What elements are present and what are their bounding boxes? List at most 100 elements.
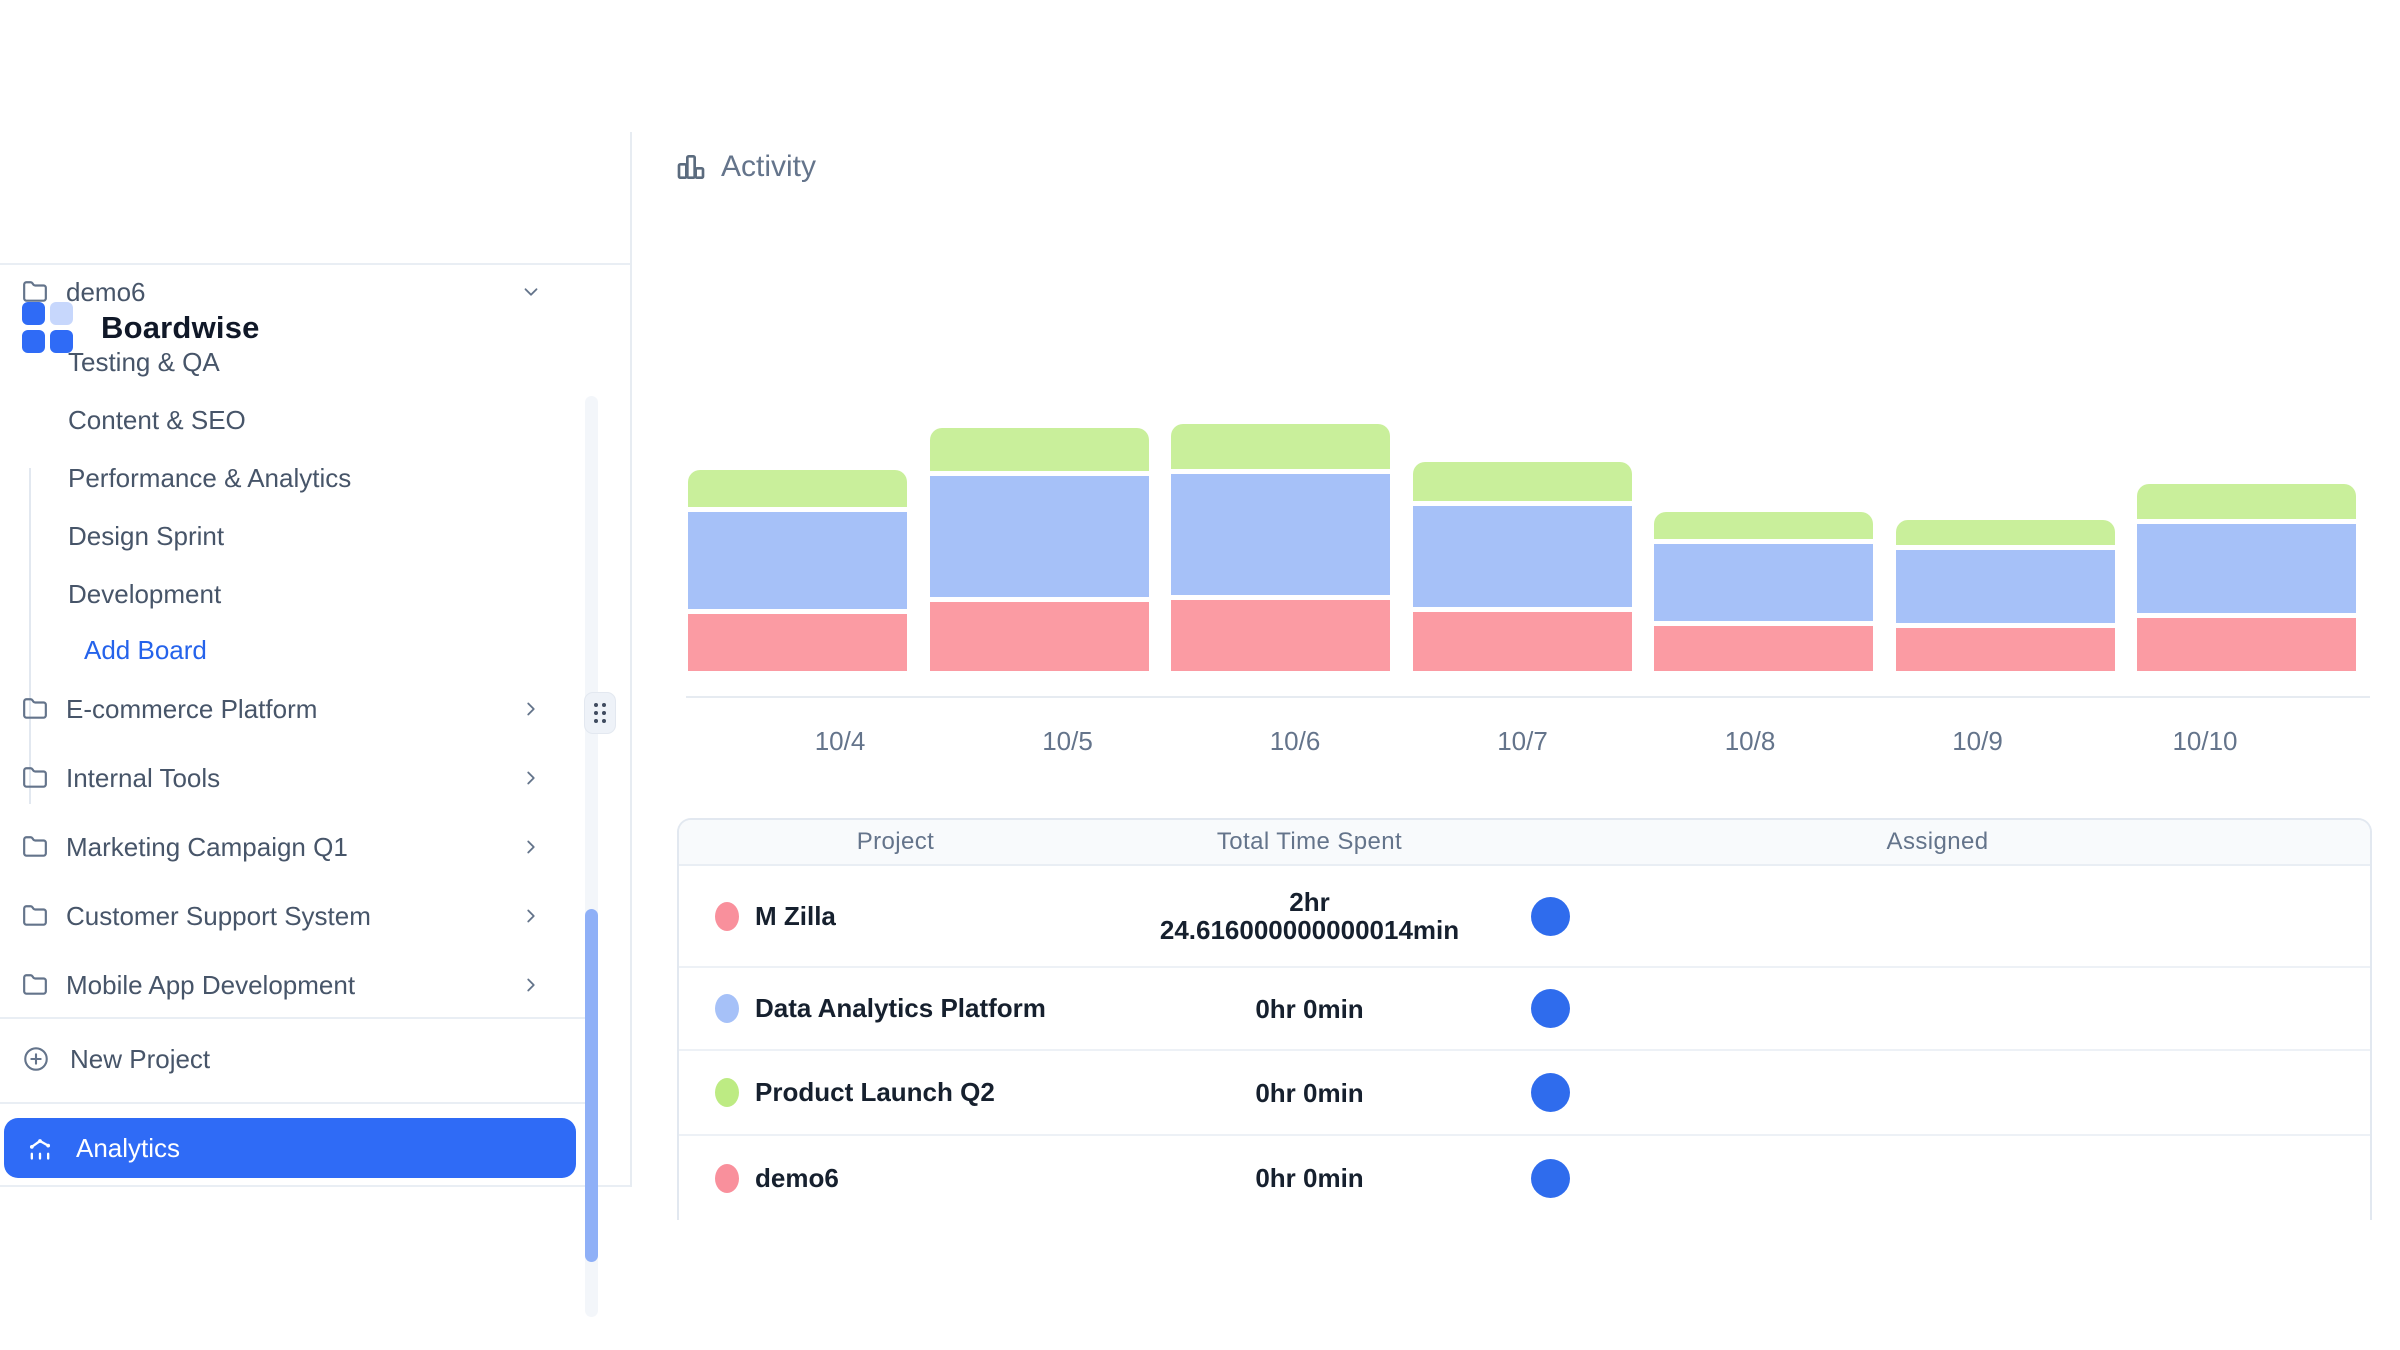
project-name: demo6 — [755, 1162, 839, 1193]
analytics-button[interactable]: Analytics — [4, 1118, 576, 1178]
project-cell: Data Analytics Platform — [679, 968, 1112, 1049]
chevron-right-icon[interactable] — [520, 974, 542, 996]
project-color-dot — [715, 994, 739, 1023]
project-name: Product Launch Q2 — [755, 1077, 995, 1107]
x-axis-tick-label: 10/4 — [814, 726, 866, 756]
bar-segment-data-analytics-platform[interactable] — [2137, 524, 2356, 613]
chevron-right-icon[interactable] — [520, 698, 542, 720]
sidebar-board-item[interactable]: Content & SEO — [68, 404, 246, 435]
assignee-avatar[interactable] — [1531, 896, 1570, 936]
project-color-dot — [715, 1163, 739, 1193]
bar-segment-data-analytics-platform[interactable] — [1412, 506, 1632, 607]
sidebar-board-item[interactable]: Performance & Analytics — [68, 462, 352, 493]
bar-segment-product-launch-q2[interactable] — [1654, 512, 1873, 539]
bar-segment-product-launch-q2[interactable] — [1171, 424, 1390, 469]
bar-segment-m-zilla[interactable] — [2137, 618, 2356, 671]
logo-square — [50, 302, 73, 325]
sidebar-project-item[interactable]: Customer Support System — [0, 888, 560, 944]
table-row: Data Analytics Platform 0hr 0min — [679, 968, 2370, 1051]
assignee-avatar[interactable] — [1531, 989, 1570, 1028]
bar-segment-data-analytics-platform[interactable] — [1895, 550, 2115, 623]
assigned-cell — [1507, 866, 2368, 966]
new-project-label: New Project — [70, 1043, 211, 1074]
new-project-button[interactable]: New Project — [0, 1031, 560, 1087]
app-title: Boardwise — [101, 309, 260, 345]
sidebar-resize-grip-icon[interactable] — [584, 692, 616, 734]
bar-segment-m-zilla[interactable] — [1654, 626, 1873, 671]
project-cell: M Zilla — [679, 866, 1112, 966]
folder-icon — [23, 698, 47, 719]
bar-segment-m-zilla[interactable] — [929, 602, 1149, 671]
analytics-label: Analytics — [76, 1132, 181, 1163]
column-header-project: Project — [856, 828, 935, 855]
activity-stacked-bar-chart: 10/4 10/5 10/6 10/7 10/8 10/9 10/10 — [686, 424, 2370, 756]
chevron-right-icon[interactable] — [520, 836, 542, 858]
chevron-right-icon[interactable] — [520, 905, 542, 927]
sidebar-board-item[interactable]: Testing & QA — [68, 346, 220, 377]
bar-segment-product-launch-q2[interactable] — [1412, 462, 1632, 501]
sidebar-project-label: Mobile App Development — [66, 969, 356, 1000]
sidebar-project-label: E-commerce Platform — [66, 693, 318, 724]
add-board-link[interactable]: Add Board — [84, 634, 207, 665]
table-header-row: Project Total Time Spent Assigned — [679, 820, 2370, 866]
project-name: M Zilla — [755, 900, 836, 931]
bar-segment-product-launch-q2[interactable] — [2137, 484, 2356, 519]
activity-header: Activity — [675, 150, 816, 184]
project-color-dot — [715, 901, 739, 931]
sidebar-project-label: Customer Support System — [66, 900, 371, 931]
table-row: Product Launch Q2 0hr 0min — [679, 1051, 2370, 1136]
bar-segment-product-launch-q2[interactable] — [929, 428, 1149, 471]
x-axis-tick-label: 10/8 — [1724, 726, 1776, 756]
sidebar-board-item[interactable]: Design Sprint — [68, 520, 225, 551]
logo-square — [50, 330, 73, 353]
bar-segment-m-zilla[interactable] — [1895, 628, 2115, 671]
x-axis-line — [686, 696, 2370, 698]
sidebar-project-label: Internal Tools — [66, 762, 221, 793]
page-title: Activity — [721, 150, 817, 183]
sidebar-project-demo6[interactable]: demo6 — [0, 264, 560, 320]
analytics-chart-icon — [29, 1139, 51, 1160]
project-cell: Product Launch Q2 — [679, 1051, 1112, 1134]
assignee-avatar[interactable] — [1531, 1158, 1570, 1198]
folder-icon — [23, 767, 47, 788]
sidebar-scrollbar-thumb[interactable] — [585, 909, 598, 1262]
bar-segment-m-zilla[interactable] — [1412, 612, 1632, 671]
brand: Boardwise — [22, 302, 260, 353]
sidebar-board-item[interactable]: Development — [68, 578, 222, 609]
x-axis-tick-label: 10/6 — [1269, 726, 1321, 756]
plus-circle-icon — [24, 1047, 48, 1071]
bar-segment-m-zilla[interactable] — [688, 614, 907, 671]
sidebar-project-label: Marketing Campaign Q1 — [66, 831, 348, 862]
bar-segment-data-analytics-platform[interactable] — [1171, 474, 1390, 595]
folder-icon — [23, 836, 47, 857]
bar-segment-m-zilla[interactable] — [1171, 600, 1390, 671]
bar-segment-product-launch-q2[interactable] — [688, 470, 907, 507]
bar-segment-data-analytics-platform[interactable] — [929, 476, 1149, 597]
sidebar-project-label: demo6 — [66, 276, 146, 307]
folder-icon — [23, 905, 47, 926]
bar-segment-data-analytics-platform[interactable] — [1654, 544, 1873, 621]
divider — [0, 1185, 630, 1187]
bar-segment-product-launch-q2[interactable] — [1895, 520, 2115, 545]
chevron-down-icon[interactable] — [520, 281, 542, 303]
divider — [0, 263, 630, 265]
assignee-avatar[interactable] — [1531, 1073, 1570, 1112]
table-row: demo6 0hr 0min — [679, 1136, 2370, 1220]
sidebar-project-item[interactable]: Marketing Campaign Q1 — [0, 819, 560, 875]
bar-segment-data-analytics-platform[interactable] — [688, 512, 907, 609]
x-axis-tick-label: 10/5 — [1042, 726, 1093, 756]
sidebar-project-item[interactable]: E-commerce Platform — [0, 681, 560, 737]
assigned-cell — [1507, 1136, 2368, 1220]
x-axis-tick-label: 10/10 — [2172, 726, 2238, 756]
project-cell: demo6 — [679, 1136, 1112, 1220]
logo-square — [22, 302, 45, 325]
table-body: M Zilla 2hr 24.616000000000014min Data Anal… — [679, 866, 2370, 1220]
chevron-right-icon[interactable] — [520, 767, 542, 789]
total-time-cell: 2hr 24.616000000000014min — [1159, 887, 1460, 945]
total-time-cell: 0hr 0min — [1255, 1163, 1364, 1193]
sidebar-project-item[interactable]: Mobile App Development — [0, 957, 560, 1013]
logo-square — [22, 330, 45, 353]
sidebar-project-item[interactable]: Internal Tools — [0, 750, 560, 806]
x-axis-tick-label: 10/7 — [1497, 726, 1548, 756]
